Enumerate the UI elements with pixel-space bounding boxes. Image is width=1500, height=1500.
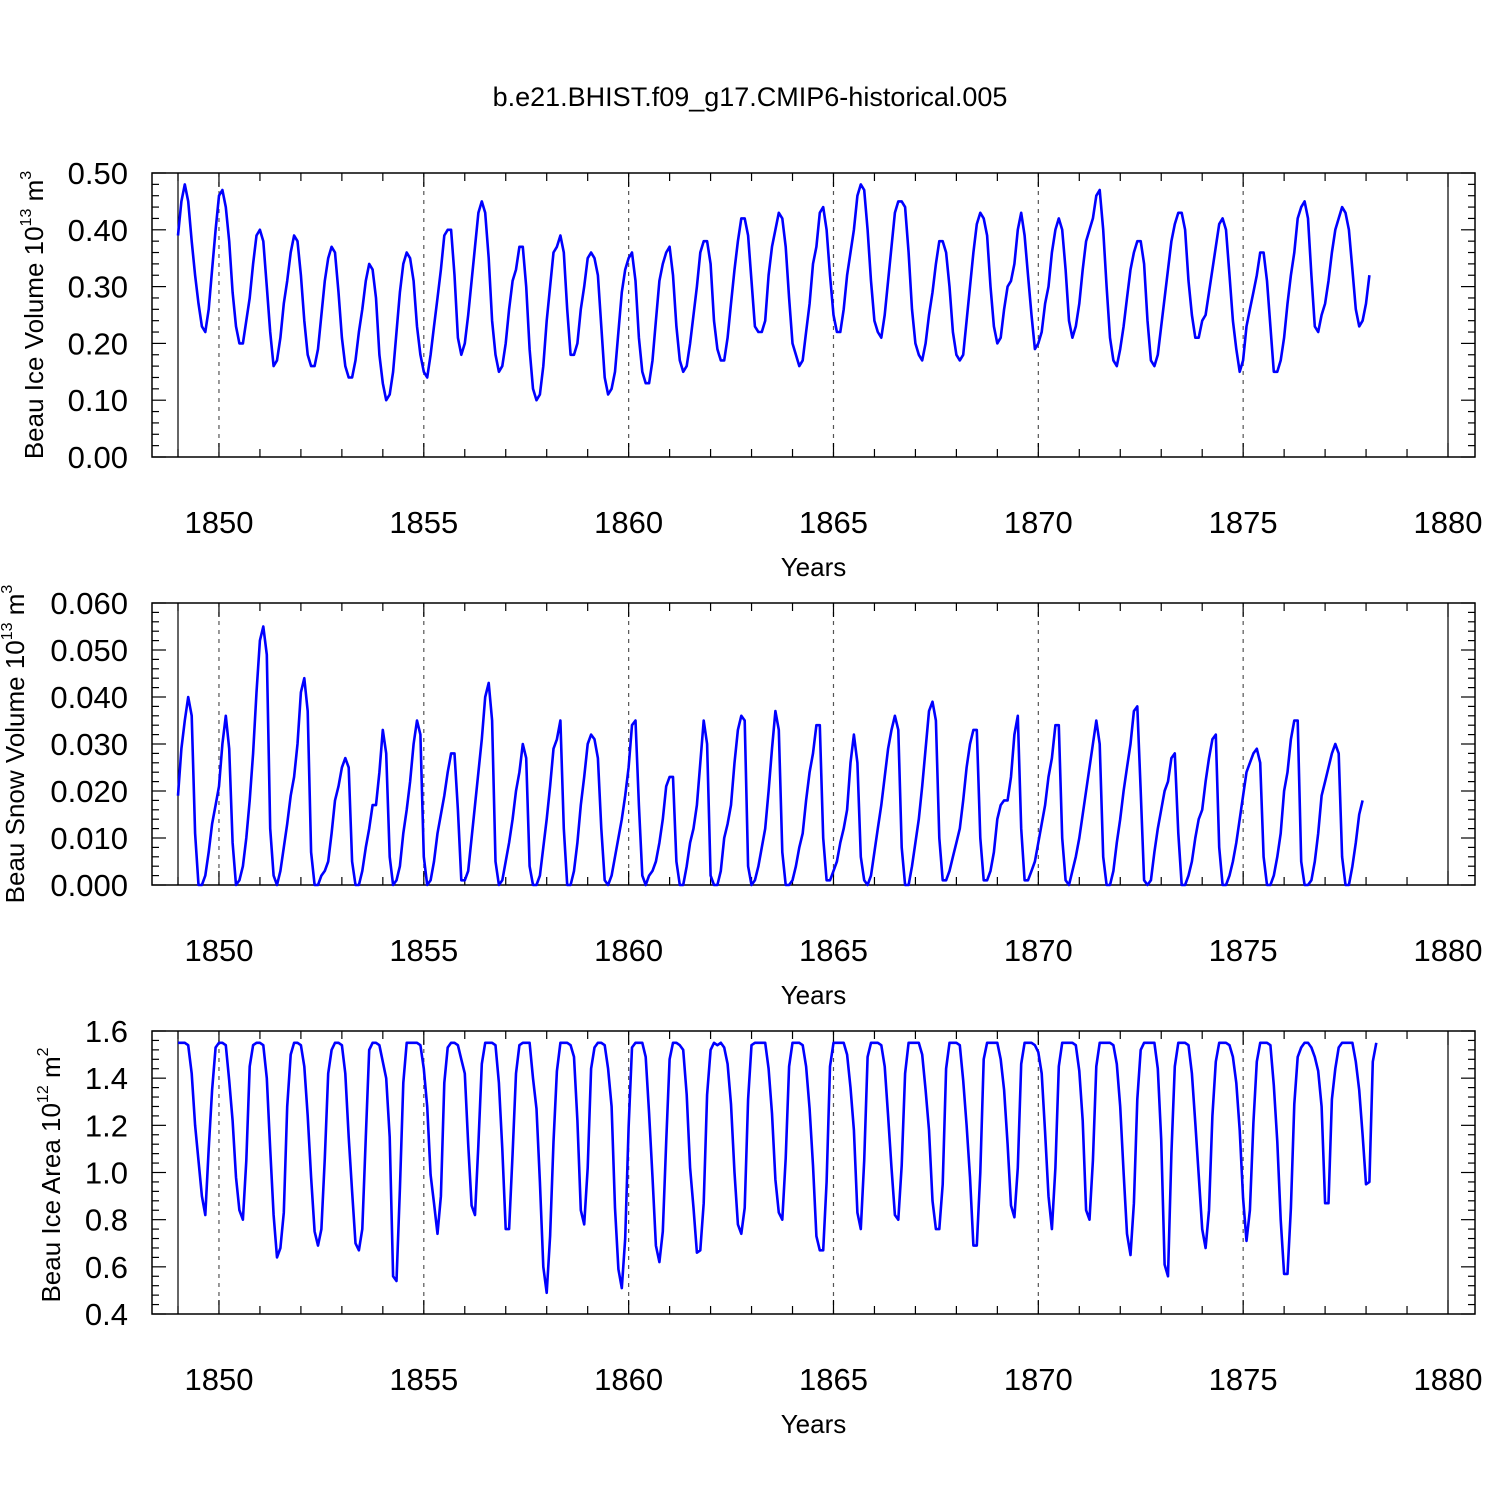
y-axis-title-main: Beau Ice Area 10: [36, 1103, 66, 1302]
y-axis-title-unit-exponent: 3: [18, 171, 35, 180]
y-tick-label: 1.0: [85, 1156, 128, 1191]
y-axis-title: Beau Ice Area 1012 m2: [35, 1047, 66, 1302]
y-tick-label: 0.010: [50, 821, 128, 856]
y-tick-label: 0.40: [68, 213, 128, 248]
y-tick-label: 0.50: [68, 156, 128, 191]
y-axis-title-unit: m: [19, 180, 49, 209]
x-tick-label: 1865: [799, 933, 868, 968]
x-tick-label: 1855: [389, 1362, 458, 1397]
x-tick-label: 1860: [594, 1362, 663, 1397]
y-tick-label: 0.040: [50, 680, 128, 715]
y-tick-label: 0.030: [50, 727, 128, 762]
y-tick-label: 0.10: [68, 383, 128, 418]
y-tick-label: 0.6: [85, 1250, 128, 1285]
x-tick-label: 1880: [1414, 1362, 1483, 1397]
series-line: [178, 1041, 1378, 1295]
y-tick-label: 0.30: [68, 270, 128, 305]
y-axis-title-main: Beau Ice Volume 10: [19, 226, 49, 459]
y-axis-title-exponent: 13: [0, 622, 16, 640]
x-tick-label: 1875: [1209, 933, 1278, 968]
y-tick-label: 1.6: [85, 1014, 128, 1049]
x-tick-label: 1865: [799, 505, 868, 540]
x-tick-label: 1870: [1004, 1362, 1073, 1397]
panel-2: 0.000 0.010 0.020 0.030 0.040 0.050 0.060 1850 1…: [0, 585, 1482, 1010]
y-axis-title: Beau Ice Volume 1013 m3: [18, 171, 49, 459]
x-tick-label: 1880: [1414, 505, 1483, 540]
figure-title: b.e21.BHIST.f09_g17.CMIP6-historical.005: [492, 82, 1008, 112]
series-line: [176, 183, 1371, 402]
y-axis-title-exponent: 13: [18, 209, 35, 227]
y-axis-title-exponent: 12: [35, 1085, 52, 1103]
panel-1: 0.00 0.10 0.20 0.30 0.40 0.50 1850 1855 1860 1865…: [18, 156, 1482, 582]
x-tick-label: 1880: [1414, 933, 1483, 968]
y-tick-label: 0.4: [85, 1297, 128, 1332]
series-line: [176, 625, 1364, 887]
y-axis-title-unit: m: [36, 1056, 66, 1085]
x-tick-label: 1850: [184, 1362, 253, 1397]
y-tick-label: 0.00: [68, 440, 128, 475]
x-axis-title: Years: [781, 1409, 847, 1439]
x-tick-label: 1860: [594, 933, 663, 968]
x-tick-label: 1870: [1004, 505, 1073, 540]
y-tick-label: 0.050: [50, 633, 128, 668]
x-tick-label: 1855: [389, 933, 458, 968]
y-tick-label: 0.20: [68, 326, 128, 361]
x-tick-label: 1850: [184, 505, 253, 540]
x-tick-label: 1855: [389, 505, 458, 540]
y-tick-label: 1.4: [85, 1061, 128, 1096]
y-tick-label: 0.8: [85, 1203, 128, 1238]
y-axis-title-unit-exponent: 2: [35, 1047, 52, 1056]
x-axis-title: Years: [781, 552, 847, 582]
y-axis-title-unit: m: [0, 594, 30, 623]
y-tick-label: 0.060: [50, 586, 128, 621]
x-tick-label: 1850: [184, 933, 253, 968]
x-tick-label: 1865: [799, 1362, 868, 1397]
x-tick-label: 1875: [1209, 505, 1278, 540]
y-axis-title-unit-exponent: 3: [0, 585, 16, 594]
y-axis-title-main: Beau Snow Volume 10: [0, 640, 30, 903]
y-tick-label: 0.000: [50, 868, 128, 903]
y-tick-label: 1.2: [85, 1108, 128, 1143]
x-tick-label: 1860: [594, 505, 663, 540]
panel-3: 0.4 0.6 0.8 1.0 1.2 1.4 1.6 1850 1855 1860 1865 187…: [35, 1014, 1482, 1439]
plot-frame: [151, 172, 1476, 458]
y-axis-title: Beau Snow Volume 1013 m3: [0, 585, 30, 904]
x-tick-label: 1870: [1004, 933, 1073, 968]
y-tick-label: 0.020: [50, 774, 128, 809]
x-axis-title: Years: [781, 980, 847, 1010]
x-tick-label: 1875: [1209, 1362, 1278, 1397]
